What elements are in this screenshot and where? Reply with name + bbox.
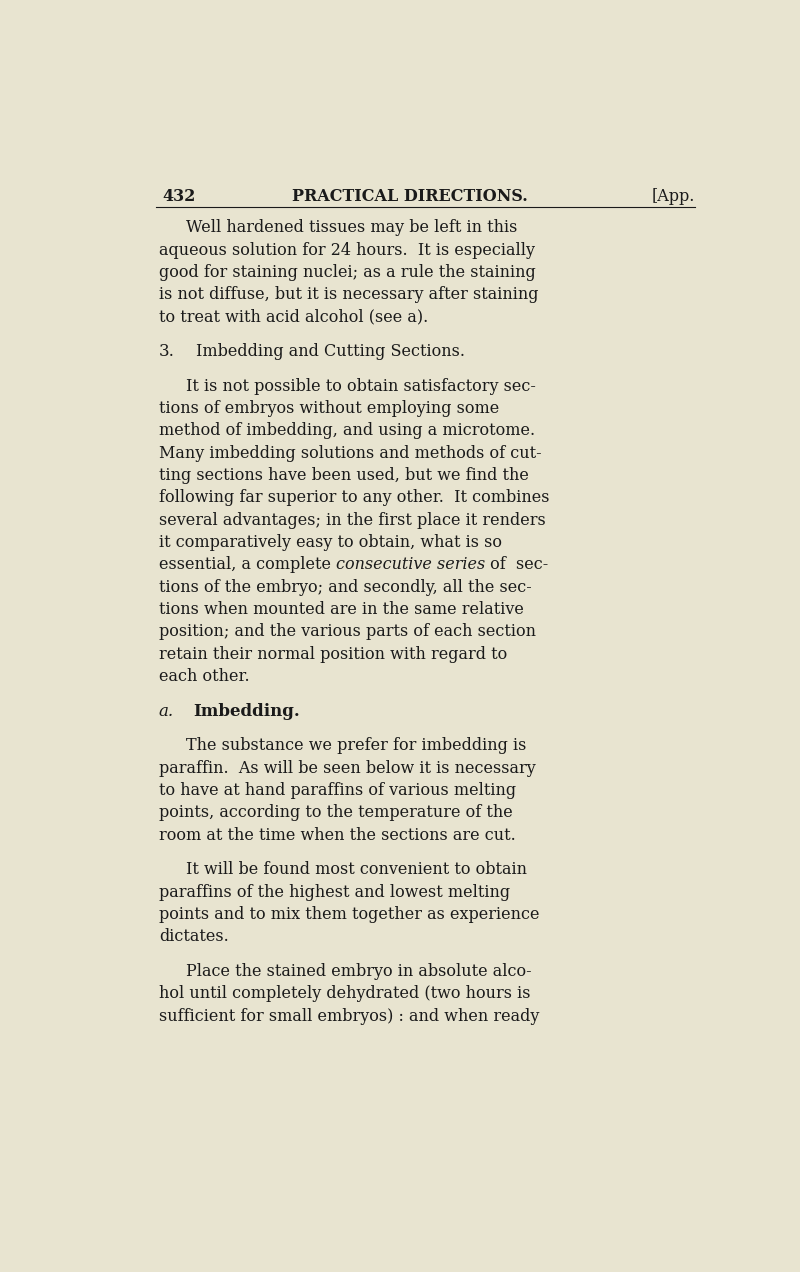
Text: consecutive series: consecutive series (336, 556, 486, 574)
Text: room at the time when the sections are cut.: room at the time when the sections are c… (159, 827, 516, 843)
Text: points and to mix them together as experience: points and to mix them together as exper… (159, 906, 539, 923)
Text: good for staining nuclei; as a rule the staining: good for staining nuclei; as a rule the … (159, 263, 536, 281)
Text: points, according to the temperature of the: points, according to the temperature of … (159, 804, 513, 822)
Text: [App.: [App. (652, 188, 695, 205)
Text: dictates.: dictates. (159, 929, 229, 945)
Text: to have at hand paraffins of various melting: to have at hand paraffins of various mel… (159, 782, 516, 799)
Text: hol until completely dehydrated (two hours is: hol until completely dehydrated (two hou… (159, 986, 530, 1002)
Text: to treat with acid alcohol (see a).: to treat with acid alcohol (see a). (159, 309, 428, 326)
Text: method of imbedding, and using a microtome.: method of imbedding, and using a microto… (159, 422, 535, 439)
Text: Imbedding and Cutting Sections.: Imbedding and Cutting Sections. (196, 343, 465, 360)
Text: sufficient for small embryos) : and when ready: sufficient for small embryos) : and when… (159, 1007, 539, 1024)
Text: following far superior to any other.  It combines: following far superior to any other. It … (159, 490, 550, 506)
Text: It is not possible to obtain satisfactory sec-: It is not possible to obtain satisfactor… (186, 378, 535, 394)
Text: Well hardened tissues may be left in this: Well hardened tissues may be left in thi… (186, 219, 517, 237)
Text: a.: a. (159, 702, 174, 720)
Text: tions of embryos without employing some: tions of embryos without employing some (159, 401, 499, 417)
Text: aqueous solution for 24 hours.  It is especially: aqueous solution for 24 hours. It is esp… (159, 242, 535, 258)
Text: paraffins of the highest and lowest melting: paraffins of the highest and lowest melt… (159, 884, 510, 901)
Text: Place the stained embryo in absolute alco-: Place the stained embryo in absolute alc… (186, 963, 531, 979)
Text: tions when mounted are in the same relative: tions when mounted are in the same relat… (159, 602, 524, 618)
Text: 432: 432 (162, 188, 195, 205)
Text: Many imbedding solutions and methods of cut-: Many imbedding solutions and methods of … (159, 445, 542, 462)
Text: essential, a complete: essential, a complete (159, 556, 336, 574)
Text: PRACTICAL DIRECTIONS.: PRACTICAL DIRECTIONS. (292, 188, 528, 205)
Text: retain their normal position with regard to: retain their normal position with regard… (159, 646, 507, 663)
Text: 3.: 3. (159, 343, 174, 360)
Text: paraffin.  As will be seen below it is necessary: paraffin. As will be seen below it is ne… (159, 759, 536, 777)
Text: is not diffuse, but it is necessary after staining: is not diffuse, but it is necessary afte… (159, 286, 538, 303)
Text: tions of the embryo; and secondly, all the sec-: tions of the embryo; and secondly, all t… (159, 579, 532, 595)
Text: each other.: each other. (159, 668, 250, 686)
Text: It will be found most convenient to obtain: It will be found most convenient to obta… (186, 861, 526, 878)
Text: it comparatively easy to obtain, what is so: it comparatively easy to obtain, what is… (159, 534, 502, 551)
Text: of  sec-: of sec- (486, 556, 549, 574)
Text: several advantages; in the first place it renders: several advantages; in the first place i… (159, 511, 546, 529)
Text: Imbedding.: Imbedding. (193, 702, 300, 720)
Text: The substance we prefer for imbedding is: The substance we prefer for imbedding is (186, 738, 526, 754)
Text: position; and the various parts of each section: position; and the various parts of each … (159, 623, 536, 640)
Text: ting sections have been used, but we find the: ting sections have been used, but we fin… (159, 467, 529, 485)
